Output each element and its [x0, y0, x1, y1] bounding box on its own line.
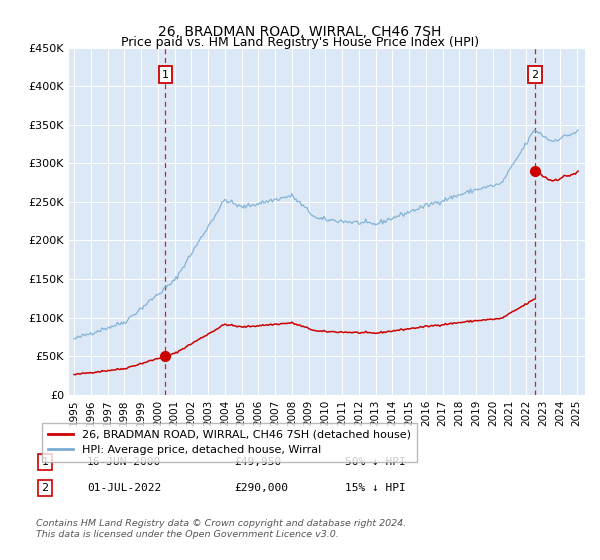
Text: Price paid vs. HM Land Registry's House Price Index (HPI): Price paid vs. HM Land Registry's House …: [121, 36, 479, 49]
Text: 1: 1: [162, 69, 169, 80]
Text: 2: 2: [41, 483, 49, 493]
Text: £49,950: £49,950: [234, 457, 281, 467]
Text: £290,000: £290,000: [234, 483, 288, 493]
Text: 2: 2: [531, 69, 538, 80]
Text: 1: 1: [41, 457, 49, 467]
Text: 26, BRADMAN ROAD, WIRRAL, CH46 7SH: 26, BRADMAN ROAD, WIRRAL, CH46 7SH: [158, 25, 442, 39]
Text: 01-JUL-2022: 01-JUL-2022: [87, 483, 161, 493]
Legend: 26, BRADMAN ROAD, WIRRAL, CH46 7SH (detached house), HPI: Average price, detache: 26, BRADMAN ROAD, WIRRAL, CH46 7SH (deta…: [41, 423, 417, 461]
Text: 16-JUN-2000: 16-JUN-2000: [87, 457, 161, 467]
Text: 50% ↓ HPI: 50% ↓ HPI: [345, 457, 406, 467]
Text: 15% ↓ HPI: 15% ↓ HPI: [345, 483, 406, 493]
Text: Contains HM Land Registry data © Crown copyright and database right 2024.
This d: Contains HM Land Registry data © Crown c…: [36, 520, 406, 539]
